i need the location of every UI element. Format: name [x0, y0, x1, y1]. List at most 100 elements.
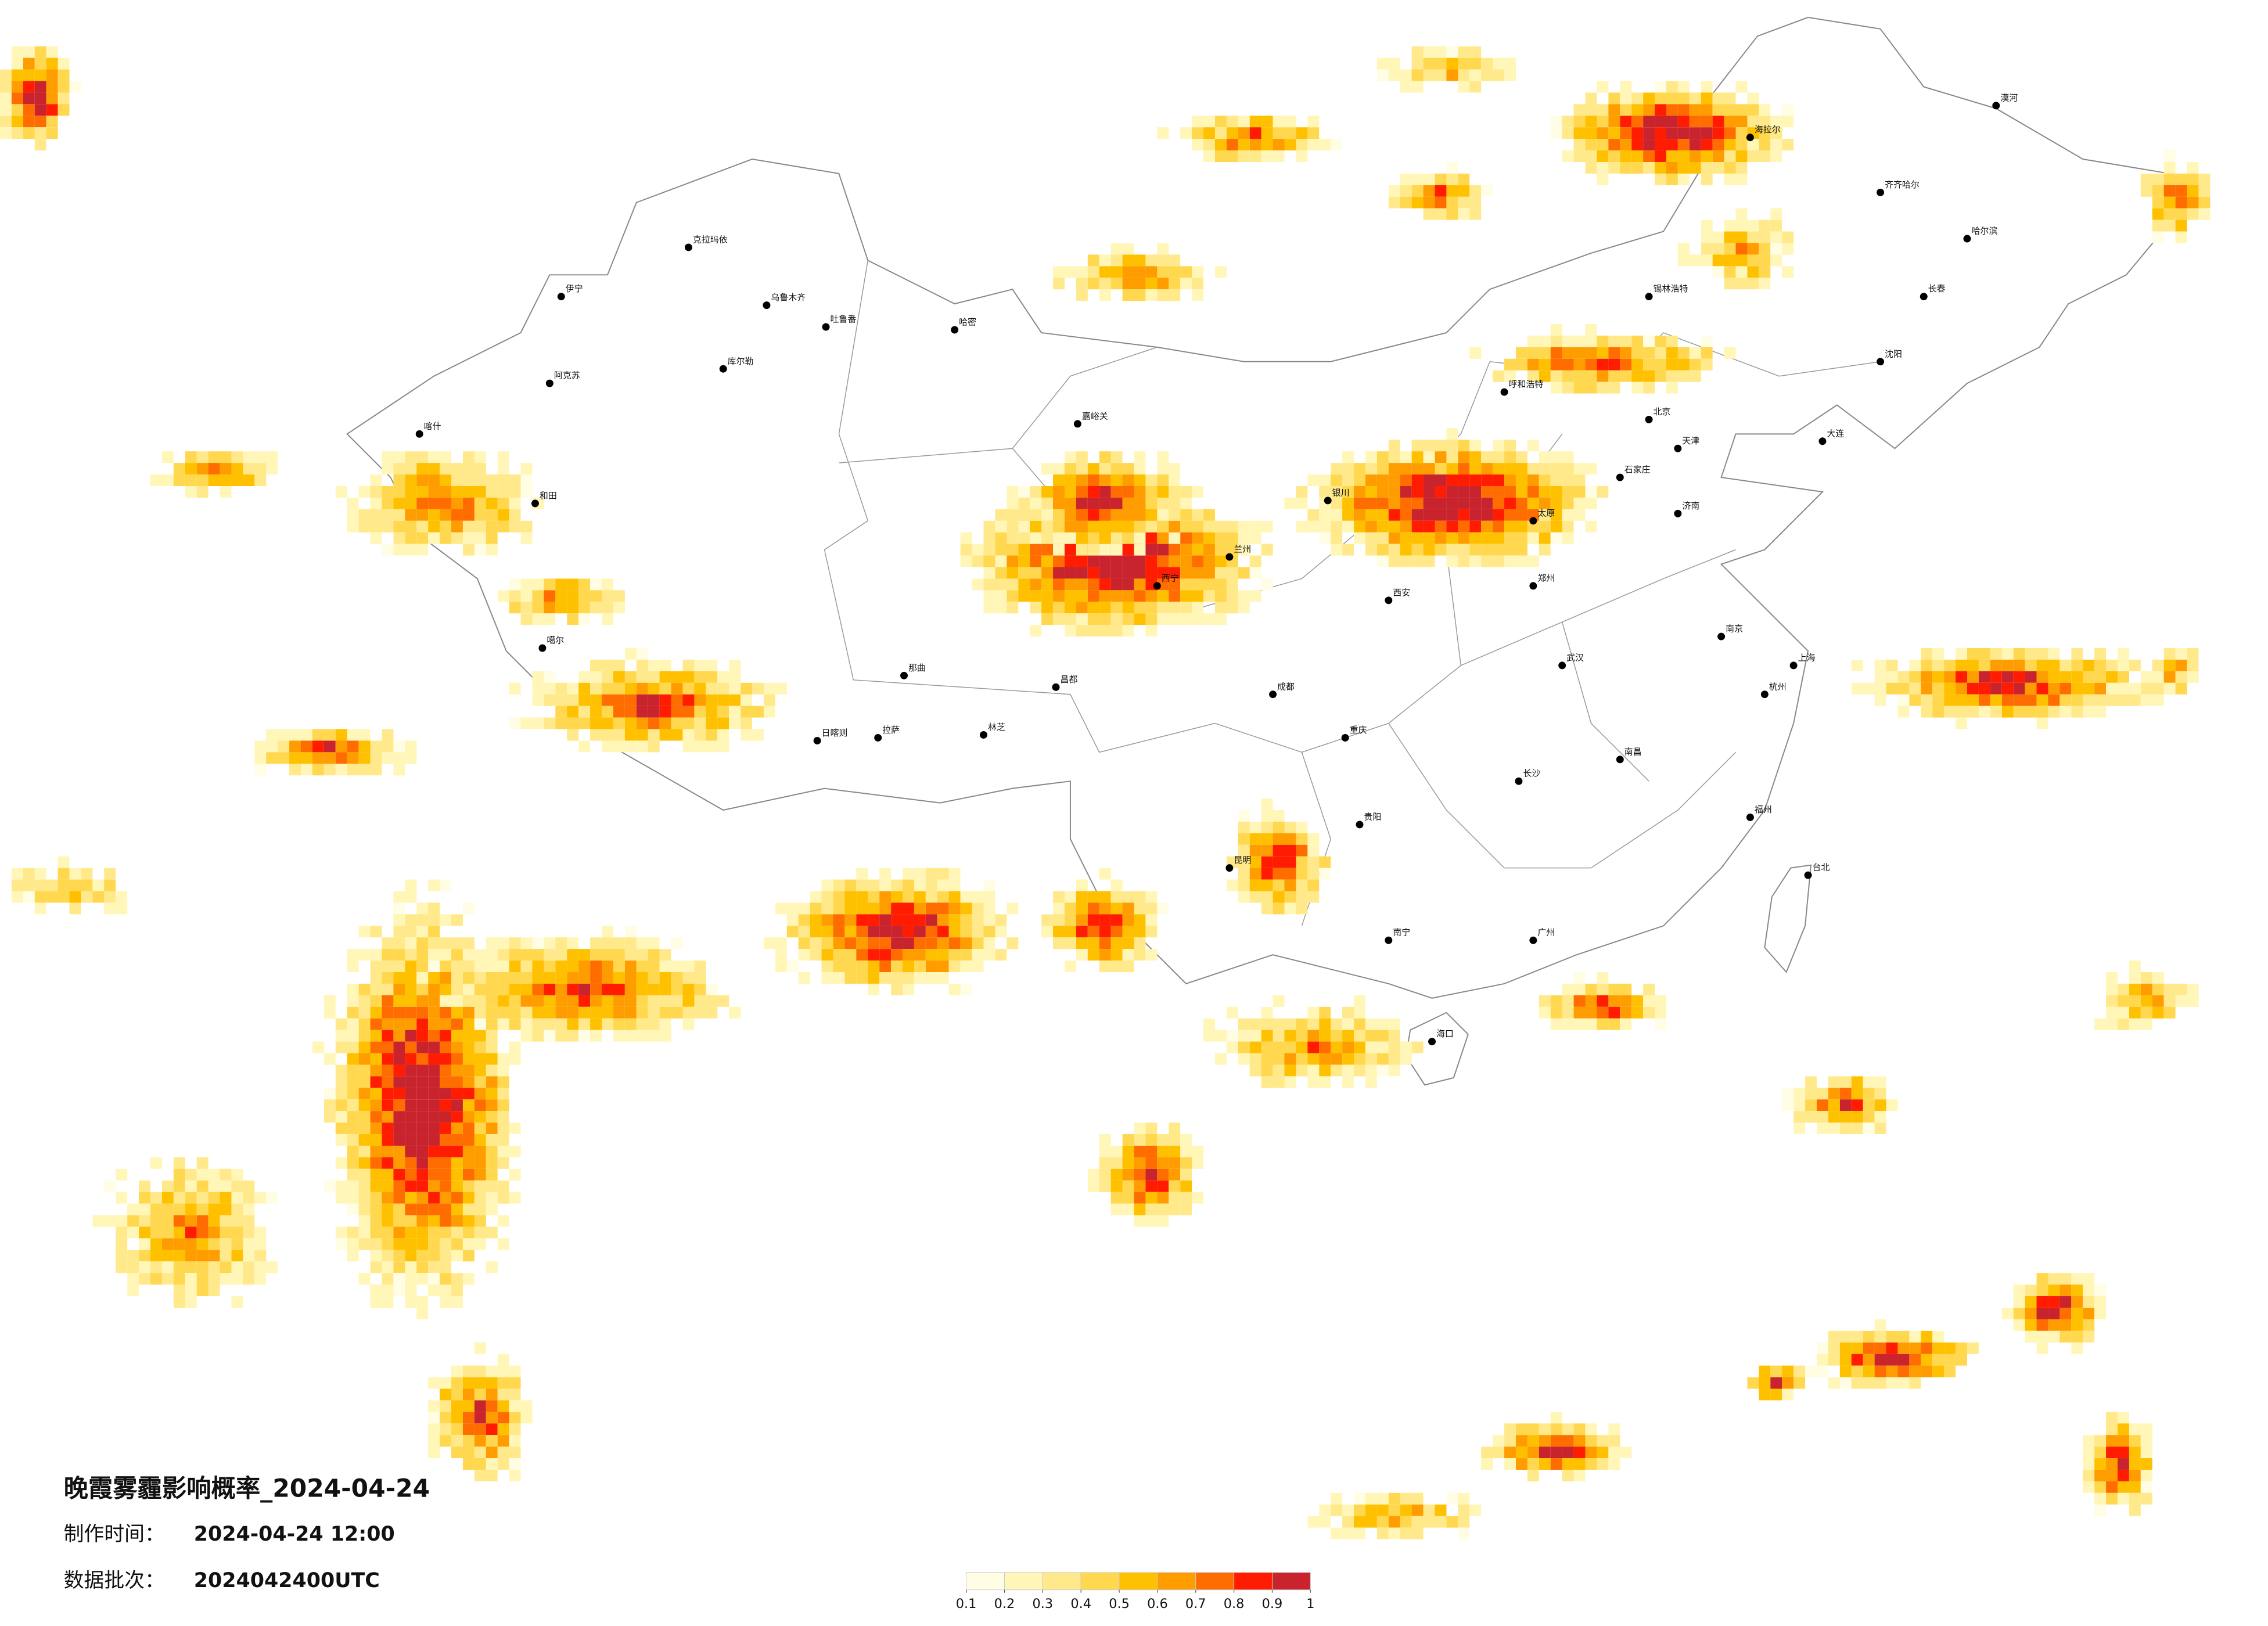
haze-cell [1261, 1064, 1273, 1077]
haze-cell [983, 532, 995, 544]
haze-cell [532, 949, 544, 961]
haze-cell [532, 983, 544, 995]
haze-cell [1539, 532, 1551, 544]
haze-cell [1076, 602, 1088, 614]
haze-cell [1249, 532, 1261, 544]
haze-cell [1365, 474, 1377, 487]
haze-cell [1365, 1041, 1377, 1053]
haze-cell [2163, 162, 2176, 174]
haze-cell [694, 1006, 706, 1019]
haze-cell [1446, 173, 1458, 185]
haze-cell [2048, 1273, 2060, 1285]
haze-cell [173, 1261, 185, 1274]
haze-cell [1411, 185, 1424, 197]
haze-cell [544, 1006, 556, 1019]
haze-cell [1666, 370, 1678, 382]
haze-cell [1655, 162, 1666, 174]
haze-cell [2083, 694, 2095, 706]
haze-cell [891, 902, 903, 915]
haze-cell [393, 1123, 405, 1135]
haze-cell [416, 1030, 429, 1042]
haze-cell [1099, 254, 1111, 267]
haze-cell [1087, 463, 1099, 475]
haze-cell [856, 937, 868, 949]
haze-cell [393, 1111, 405, 1123]
haze-cell [196, 1157, 209, 1169]
haze-cell [474, 949, 486, 961]
haze-cell [324, 1111, 336, 1123]
haze-cell [1550, 1423, 1562, 1436]
haze-cell [509, 590, 521, 602]
haze-cell [1620, 139, 1632, 151]
haze-cell [1249, 127, 1261, 139]
haze-cell [717, 682, 729, 695]
haze-cell [428, 463, 440, 475]
haze-cell [925, 914, 937, 926]
haze-cell [1157, 463, 1169, 475]
haze-cell [1932, 1365, 1944, 1377]
haze-cell [1782, 116, 1794, 128]
haze-cell [914, 926, 926, 938]
haze-cell [382, 1018, 394, 1030]
haze-cell [1354, 1041, 1365, 1053]
haze-cell [1214, 1030, 1227, 1042]
haze-cell [1435, 544, 1447, 556]
haze-cell [173, 1273, 185, 1285]
haze-cell [590, 949, 602, 961]
haze-cell [1041, 567, 1054, 579]
haze-cell [1527, 474, 1539, 487]
haze-cell [2071, 671, 2083, 683]
haze-cell [937, 926, 949, 938]
haze-cell [1169, 1168, 1181, 1181]
haze-cell [462, 1180, 475, 1192]
haze-cell [1573, 370, 1586, 382]
haze-cell [1331, 520, 1343, 533]
haze-cell [69, 879, 81, 891]
haze-cell [208, 1238, 220, 1250]
haze-cell [1192, 590, 1204, 602]
haze-cell [1307, 1041, 1320, 1053]
haze-cell [440, 1006, 452, 1019]
haze-cell [1238, 833, 1250, 845]
haze-cell [1562, 358, 1574, 370]
haze-cell [1030, 520, 1042, 533]
haze-cell [1134, 451, 1146, 463]
haze-cell [347, 520, 359, 533]
haze-cell [1180, 266, 1192, 278]
haze-cell [2152, 995, 2164, 1007]
haze-cell [2048, 659, 2060, 671]
haze-cell [567, 602, 579, 614]
haze-cell [995, 602, 1007, 614]
haze-cell [2048, 682, 2060, 695]
haze-cell [1157, 1134, 1169, 1146]
haze-cell [1735, 266, 1748, 278]
haze-cell [150, 1157, 162, 1169]
haze-cell [1064, 474, 1076, 487]
haze-cell [405, 1145, 417, 1157]
haze-cell [104, 868, 116, 880]
haze-cell [462, 1041, 475, 1053]
haze-cell [1539, 347, 1551, 359]
haze-cell [1712, 231, 1724, 243]
haze-cell [1238, 879, 1250, 891]
haze-cell [1319, 1030, 1331, 1042]
haze-cell [1735, 150, 1748, 163]
haze-cell [1990, 671, 2002, 683]
haze-cell [578, 578, 591, 591]
haze-cell [1226, 116, 1238, 128]
haze-cell [220, 486, 232, 498]
haze-cell [1249, 520, 1261, 533]
haze-cell [1064, 602, 1076, 614]
haze-cell [462, 1006, 475, 1019]
haze-cell [2094, 1492, 2107, 1505]
haze-cell [659, 995, 671, 1007]
haze-cell [1226, 602, 1238, 614]
haze-cell [1376, 1064, 1389, 1077]
haze-cell [1469, 474, 1482, 487]
haze-cell [370, 1157, 382, 1169]
haze-cell [2187, 185, 2199, 197]
haze-cell [1331, 1504, 1343, 1516]
haze-cell [717, 717, 729, 729]
haze-cell [1458, 532, 1470, 544]
